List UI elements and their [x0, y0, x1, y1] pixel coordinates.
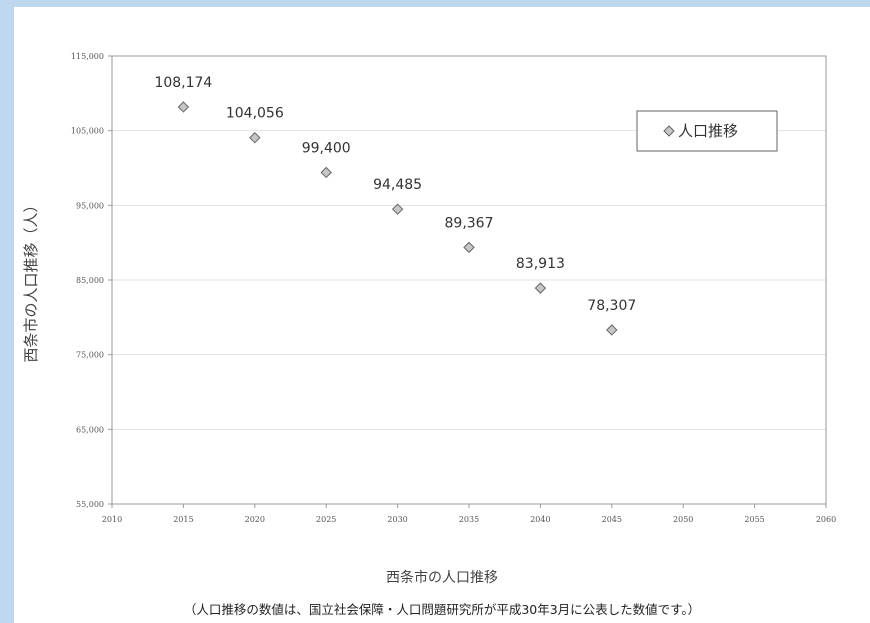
data-point-diamond: [320, 166, 332, 179]
data-label: 94,485: [373, 177, 422, 193]
y-tick-label: 85,000: [76, 276, 104, 285]
y-tick-label: 115,000: [71, 52, 104, 61]
y-tick-label: 65,000: [76, 425, 104, 434]
data-label: 108,174: [154, 75, 212, 91]
data-point-diamond: [463, 241, 475, 254]
legend: 人口推移: [636, 110, 778, 152]
population-chart: 55,000 65,000 75,000 85,000 95,000 105,000 115…: [22, 52, 836, 524]
x-tick-label: 2050: [673, 515, 693, 524]
chart-frame: 55,000 65,000 75,000 85,000 95,000 105,000 115…: [14, 7, 870, 623]
data-point-diamond: [391, 203, 404, 215]
data-point-diamond: [249, 132, 261, 144]
legend-label: 人口推移: [678, 122, 738, 140]
data-point-diamond: [177, 101, 190, 113]
data-point-diamond: [606, 324, 618, 336]
chart-caption: 西条市の人口推移: [386, 570, 498, 586]
x-tick-label: 2060: [816, 515, 836, 524]
source-note: （人口推移の数値は、国立社会保障・人口問題研究所が平成30年3月に公表した数値で…: [183, 602, 701, 617]
data-label: 104,056: [226, 106, 284, 122]
y-tick-label: 105,000: [71, 127, 104, 136]
legend-marker-diamond-icon: [663, 125, 675, 137]
x-tick-label: 2025: [316, 515, 336, 524]
x-tick-label: 2055: [744, 515, 764, 524]
x-tick-label: 2030: [387, 515, 407, 524]
y-tick-label: 95,000: [76, 201, 104, 210]
data-points: [177, 101, 618, 336]
data-labels: 108,174 104,056 99,400 94,485 89,367 83,913 78…: [154, 75, 636, 314]
data-label: 78,307: [587, 298, 636, 314]
x-tick-label: 2010: [102, 515, 122, 524]
x-axis-ticks: 2010 2015 2020 2025 2030 2035 2040 2045 2050 2055…: [102, 504, 836, 524]
x-tick-label: 2020: [245, 515, 265, 524]
y-axis-ticks: 55,000 65,000 75,000 85,000 95,000 105,000 115…: [71, 52, 112, 509]
y-tick-label: 55,000: [76, 500, 104, 509]
legend-box: [636, 110, 778, 152]
x-tick-label: 2045: [602, 515, 622, 524]
data-label: 99,400: [302, 140, 351, 156]
y-axis-label: 西条市の人口推移（人）: [22, 197, 40, 362]
grid-lines: [112, 130, 826, 430]
data-point-diamond: [534, 282, 547, 294]
y-tick-label: 75,000: [76, 351, 104, 360]
data-label: 89,367: [445, 215, 494, 231]
data-label: 83,913: [516, 256, 565, 272]
x-tick-label: 2040: [530, 515, 550, 524]
x-tick-label: 2035: [459, 515, 479, 524]
x-tick-label: 2015: [173, 515, 193, 524]
